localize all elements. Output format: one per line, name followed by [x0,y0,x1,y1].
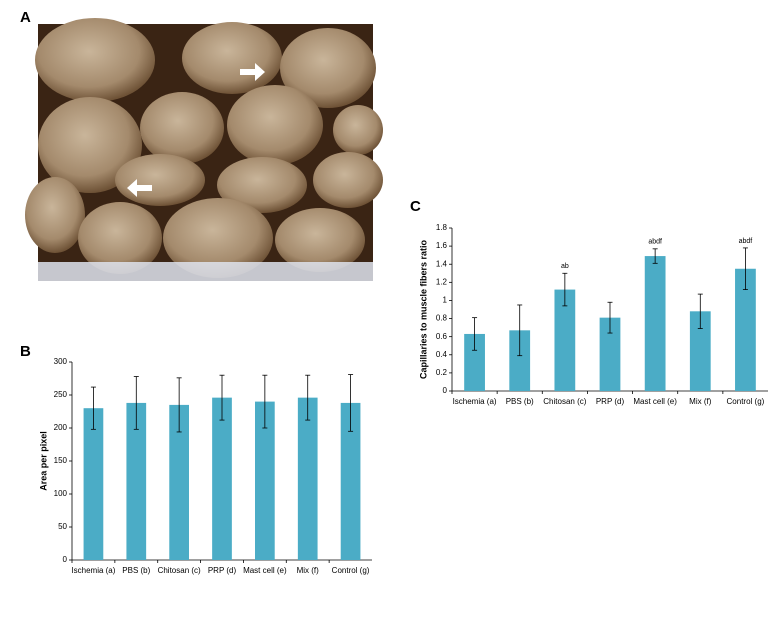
y-tick-label: 100 [54,489,68,498]
y-axis-title: Capillaries to muscle fibers ratio [418,239,428,379]
bar [126,402,147,560]
bar [83,408,104,560]
annotation: abdf [648,239,662,246]
bar [169,404,189,560]
y-tick-label: 200 [54,423,68,432]
x-tick-label: Chitosan (c) [543,397,586,406]
y-tick-label: 0.4 [436,350,448,359]
bar [599,317,621,391]
y-tick-label: 1 [443,296,448,305]
y-tick-label: 250 [54,390,68,399]
y-tick-label: 300 [54,357,68,366]
x-tick-label: Mix (f) [689,397,712,406]
bar [464,333,485,391]
y-tick-label: 50 [58,522,67,531]
bar [509,330,531,391]
bar [735,268,756,391]
x-tick-label: PRP (d) [596,397,625,406]
y-tick-label: 1.8 [436,223,448,232]
bar [554,289,576,391]
x-tick-label: PBS (b) [506,397,534,406]
panel-label: A [20,9,31,26]
x-tick-label: Mast cell (e) [243,566,287,575]
x-tick-label: Ischemia (a) [453,397,497,406]
y-tick-label: 0 [63,555,68,564]
bar [212,397,232,560]
panel-label: C [410,198,421,215]
y-tick-label: 0 [443,386,448,395]
panel-label: B [20,343,31,360]
y-axis-title: Area per pixel [38,431,48,491]
annotation: abdf [739,238,753,245]
annotation: ab [561,263,569,270]
bar [255,401,275,560]
y-tick-label: 150 [54,456,68,465]
x-tick-label: PRP (d) [208,566,237,575]
micrograph [25,18,383,281]
x-tick-label: Mix (f) [297,566,320,575]
bar [644,256,666,391]
y-tick-label: 1.6 [436,241,448,250]
x-tick-label: Control (g) [727,397,765,406]
x-tick-label: Ischemia (a) [71,566,115,575]
y-tick-label: 0.8 [436,314,448,323]
bar [297,397,318,560]
y-tick-label: 1.4 [436,259,448,268]
y-tick-label: 1.2 [436,277,448,286]
y-tick-label: 0.2 [436,368,448,377]
x-tick-label: Mast cell (e) [633,397,677,406]
bar [340,402,361,560]
x-tick-label: PBS (b) [122,566,150,575]
x-tick-label: Control (g) [332,566,370,575]
y-tick-label: 0.6 [436,332,448,341]
bar [689,311,711,391]
x-tick-label: Chitosan (c) [158,566,201,575]
